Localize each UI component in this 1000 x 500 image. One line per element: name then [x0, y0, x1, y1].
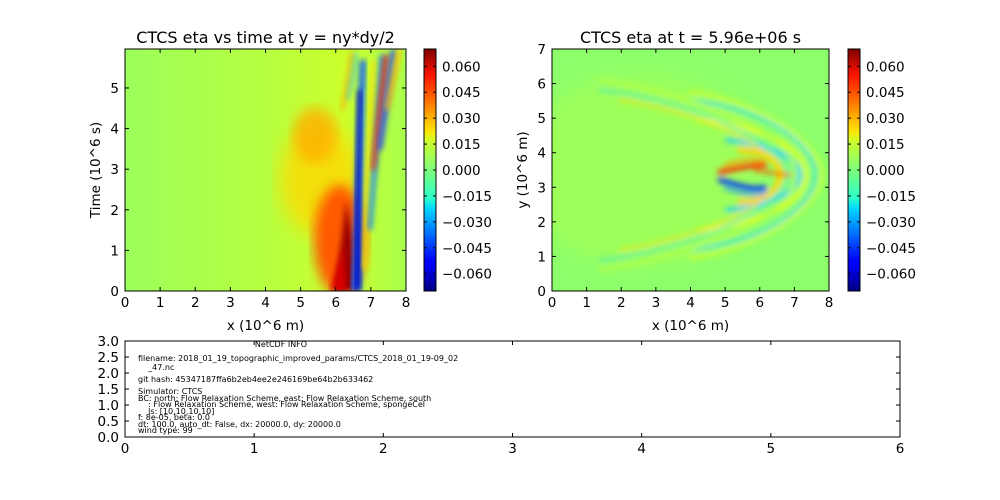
left-colorbar-tick-label: −0.045 [442, 241, 492, 257]
left-x-tick-label: 5 [296, 295, 305, 311]
left-colorbar-tick-label: 0.045 [442, 85, 481, 101]
info-line: git hash: 45347187ffa6b2eb4ee2e246169be6… [138, 375, 373, 384]
info-line: _47.nc [138, 363, 174, 372]
left-x-axis-label: x (10^6 m) [227, 318, 304, 334]
right-colorbar-tick-label: 0.060 [866, 59, 905, 75]
left-y-tick-label: 2 [110, 203, 119, 219]
right-y-tick-label: 4 [537, 146, 546, 162]
info-line: wind type: 99 [138, 426, 193, 435]
right-x-tick-label: 6 [755, 295, 764, 311]
info-y-tick-label: 3.0 [98, 334, 119, 350]
info-x-tick-label: 6 [896, 441, 905, 457]
info-x-tick-label: 0 [121, 441, 130, 457]
left-y-tick-label: 1 [110, 243, 119, 259]
info-line: filename: 2018_01_19_topographic_improve… [138, 354, 458, 363]
right-x-axis-label: x (10^6 m) [652, 318, 729, 334]
right-heatmap-image [552, 49, 829, 291]
left-colorbar: 0.060 0.045 0.030 0.015 0.000 −0.015 −0.030 −0.… [423, 48, 492, 292]
right-y-tick-label: 5 [537, 111, 546, 127]
left-heatmap-panel: CTCS eta vs time at y = ny*dy/2 0 1 2 3 4 5 6 7… [88, 28, 492, 334]
left-heatmap-image [125, 49, 406, 291]
left-x-tick-label: 4 [261, 295, 270, 311]
right-y-axis-label: y (10^6 m) [515, 131, 531, 208]
info-line: ls: [10,10,10,10] [138, 407, 214, 416]
right-y-tick-label: 0 [537, 284, 546, 300]
info-text-block: filename: 2018_01_19_topographic_improve… [138, 354, 458, 435]
left-x-tick-label: 2 [191, 295, 200, 311]
right-y-tick-label: 2 [537, 215, 546, 231]
right-colorbar-tick-label: −0.015 [866, 189, 916, 205]
left-y-tick-label: 4 [110, 122, 119, 138]
netcdf-info-panel: NetCDF INFO filename: 2018_01_19_topogra… [98, 334, 905, 457]
right-colorbar-tick-label: −0.060 [866, 267, 916, 283]
left-colorbar-tick-label: 0.060 [442, 59, 481, 75]
info-line: Simulator: CTCS [138, 387, 202, 396]
right-x-tick-label: 7 [790, 295, 799, 311]
left-colorbar-tick-label: −0.015 [442, 189, 492, 205]
right-colorbar: 0.060 0.045 0.030 0.015 0.000 −0.015 −0.030 −0.… [847, 48, 916, 292]
right-x-tick-label: 8 [825, 295, 834, 311]
right-colorbar-tick-label: 0.015 [866, 137, 905, 153]
right-y-tick-label: 6 [537, 77, 546, 93]
right-x-tick-label: 3 [652, 295, 661, 311]
info-title: NetCDF INFO [255, 340, 307, 349]
left-colorbar-tick-label: −0.030 [442, 215, 492, 231]
left-y-tick-label: 3 [110, 162, 119, 178]
left-colorbar-gradient [424, 49, 436, 291]
left-colorbar-tick-label: 0.030 [442, 111, 481, 127]
left-x-tick-label: 3 [226, 295, 235, 311]
info-x-tick-label: 2 [379, 441, 388, 457]
right-colorbar-tick-label: −0.030 [866, 215, 916, 231]
right-x-tick-label: 2 [617, 295, 626, 311]
right-colorbar-tick-label: 0.000 [866, 163, 905, 179]
right-x-tick-label: 1 [582, 295, 591, 311]
info-y-tick-label: 1.5 [98, 382, 119, 398]
right-colorbar-tick-label: 0.030 [866, 111, 905, 127]
info-x-tick-label: 4 [637, 441, 646, 457]
left-chart-title: CTCS eta vs time at y = ny*dy/2 [136, 28, 395, 47]
left-colorbar-tick-label: −0.060 [442, 267, 492, 283]
right-x-tick-label: 5 [721, 295, 730, 311]
right-x-axis: 0 1 2 3 4 5 6 7 8 x (10^6 m) [548, 49, 834, 334]
right-x-tick-label: 4 [686, 295, 695, 311]
right-x-tick-label: 0 [548, 295, 557, 311]
info-line: dt: 100.0, auto_dt: False, dx: 20000.0, … [138, 420, 341, 429]
left-y-axis: 0 1 2 3 4 5 Time (10^6 s) [88, 81, 406, 300]
info-line: f: 8e-05, beta: 0.0 [138, 413, 210, 422]
right-chart-title: CTCS eta at t = 5.96e+06 s [580, 28, 801, 47]
right-y-axis: 0 1 2 3 4 5 6 7 y (10^6 m) [515, 42, 829, 300]
info-x-tick-label: 3 [508, 441, 517, 457]
info-y-tick-label: 1.0 [98, 398, 119, 414]
left-colorbar-tick-label: 0.000 [442, 163, 481, 179]
right-colorbar-tick-label: −0.045 [866, 241, 916, 257]
left-x-tick-label: 1 [156, 295, 165, 311]
left-x-axis: 0 1 2 3 4 5 6 7 8 x (10^6 m) [121, 49, 411, 334]
right-y-tick-label: 3 [537, 180, 546, 196]
left-x-tick-label: 6 [331, 295, 340, 311]
right-y-tick-label: 7 [537, 42, 546, 58]
right-colorbar-gradient [848, 49, 860, 291]
left-x-tick-label: 8 [402, 295, 411, 311]
info-y-tick-label: 2.5 [98, 350, 119, 366]
right-heatmap-panel: CTCS eta at t = 5.96e+06 s [515, 28, 916, 334]
info-x-tick-label: 5 [767, 441, 776, 457]
info-y-tick-label: 0.5 [98, 414, 119, 430]
info-x-tick-label: 1 [250, 441, 259, 457]
left-x-tick-label: 7 [367, 295, 376, 311]
left-y-tick-label: 5 [110, 81, 119, 97]
right-y-tick-label: 1 [537, 249, 546, 265]
left-y-axis-label: Time (10^6 s) [88, 122, 104, 219]
left-colorbar-tick-label: 0.015 [442, 137, 481, 153]
info-line: : Flow Relaxation Scheme, west: Flow Rel… [138, 400, 425, 409]
info-line: BC: north: Flow Relaxation Scheme, east:… [138, 394, 431, 403]
info-y-tick-label: 0.0 [98, 430, 119, 446]
left-y-tick-label: 0 [110, 284, 119, 300]
info-y-tick-label: 2.0 [98, 366, 119, 382]
right-colorbar-tick-label: 0.045 [866, 85, 905, 101]
left-x-tick-label: 0 [121, 295, 130, 311]
